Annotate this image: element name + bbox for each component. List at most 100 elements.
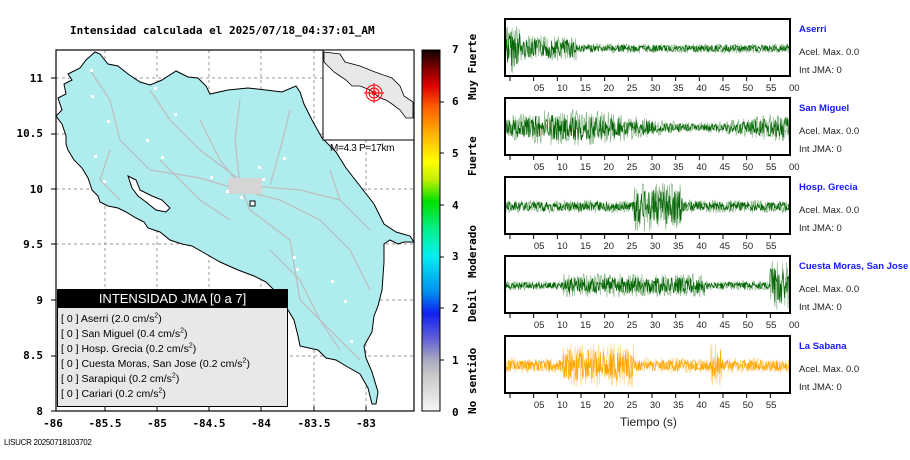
waveform-tick-label: 00 bbox=[789, 83, 800, 94]
waveform-tick-label: 30 bbox=[649, 162, 661, 173]
y-tick: 10 bbox=[29, 183, 43, 196]
waveform-tick-label: 00 bbox=[789, 320, 800, 331]
waveform-tick-label: 50 bbox=[742, 241, 754, 252]
legend-intensity: [ 0 ] bbox=[61, 328, 79, 340]
legend-accel-exponent: 2 bbox=[154, 312, 159, 320]
colorbar-tick: 3 bbox=[452, 250, 459, 263]
costa-rica-land bbox=[55, 51, 415, 405]
y-tick: 8 bbox=[36, 405, 43, 418]
legend-station-name: Aserri bbox=[80, 313, 109, 325]
x-tick: -84 bbox=[251, 417, 271, 430]
colorbar-tick-marks bbox=[440, 101, 444, 361]
waveform-tick-label: 55 bbox=[765, 162, 777, 173]
station-jma-intensity: Int JMA: 0 bbox=[799, 302, 842, 313]
waveform-tick-label: 10 bbox=[557, 83, 568, 94]
waveform-tick-label: 50 bbox=[742, 400, 754, 411]
legend-title: INTENSIDAD JMA [0 a 7] bbox=[58, 290, 287, 308]
waveform-tick-label: 15 bbox=[580, 241, 591, 252]
legend-accel-exponent: 2 bbox=[171, 372, 176, 380]
waveform-tick-label: 55 bbox=[765, 320, 777, 331]
waveform-frame bbox=[504, 176, 791, 235]
waveform-tick-label: 45 bbox=[719, 320, 731, 331]
legend-item: [ 0 ] Sarapiqui (0.2 cm/s2) bbox=[58, 372, 287, 387]
waveform-plot bbox=[504, 335, 791, 398]
waveform-tick-label: 50 bbox=[742, 320, 754, 331]
waveform-tick-label: 40 bbox=[696, 83, 707, 94]
colorbar-tick: 0 bbox=[452, 406, 459, 419]
station-max-accel: Acel. Max. 0.0 bbox=[799, 126, 860, 137]
station-name: Aserri bbox=[799, 24, 827, 35]
waveform-tick-label: 25 bbox=[626, 162, 638, 173]
x-tick: -83.5 bbox=[297, 417, 331, 430]
legend-item: [ 0 ] Cuesta Moras, San Jose (0.2 cm/s2) bbox=[58, 357, 287, 372]
waveform-tick-label: 50 bbox=[742, 162, 754, 173]
legend-accel: (0.2 cm/s bbox=[199, 358, 243, 370]
footer-id: LISUCR 20250718103702 bbox=[4, 438, 92, 447]
x-tick: -86 bbox=[43, 417, 63, 430]
waveform-tick-label: 25 bbox=[626, 241, 638, 252]
legend-intensity: [ 0 ] bbox=[61, 313, 79, 325]
waveform-xlabel: Tiempo (s) bbox=[620, 415, 677, 429]
legend-station-name: San Miguel bbox=[81, 328, 134, 340]
epicenter-marker bbox=[249, 200, 256, 207]
waveform-tick-label: 05 bbox=[533, 162, 545, 173]
legend-item: [ 0 ] Aserri (2.0 cm/s2) bbox=[58, 312, 287, 327]
waveform-tick-label: 55 bbox=[765, 400, 777, 411]
waveform-tick-label: 20 bbox=[603, 400, 615, 411]
waveform-trace bbox=[505, 267, 790, 303]
inset-magnitude-label: M=4.3 P=17km bbox=[330, 143, 395, 154]
legend-station-name: Cuesta Moras, San Jose bbox=[81, 358, 197, 370]
y-tick: 11 bbox=[29, 72, 43, 85]
station-dots bbox=[90, 69, 353, 343]
legend-accel-exponent: 2 bbox=[158, 387, 163, 395]
station-max-accel: Acel. Max. 0.0 bbox=[799, 205, 860, 216]
waveform-frame bbox=[504, 97, 791, 156]
y-tick: 9.5 bbox=[23, 238, 43, 251]
waveform-trace bbox=[505, 31, 790, 67]
station-jma-intensity: Int JMA: 0 bbox=[799, 65, 842, 76]
waveform-tick-label: 05 bbox=[533, 400, 545, 411]
waveform-tick-label: 10 bbox=[557, 320, 568, 331]
waveform-tick-label: 50 bbox=[742, 83, 754, 94]
y-tick: 8.5 bbox=[23, 349, 43, 362]
waveform-tick-label: 35 bbox=[673, 83, 684, 94]
waveform-tick-label: 35 bbox=[673, 241, 684, 252]
y-tick: 10.5 bbox=[16, 127, 44, 140]
waveform-tick-label: 35 bbox=[673, 162, 684, 173]
central-valley-cluster bbox=[228, 178, 262, 194]
colorbar-tick: 2 bbox=[452, 302, 459, 315]
waveform-tick-label: 55 bbox=[765, 83, 777, 94]
station-max-accel: Acel. Max. 0.0 bbox=[799, 364, 860, 375]
legend-item: [ 0 ] Hosp. Grecia (0.2 cm/s2) bbox=[58, 342, 287, 357]
station-jma-intensity: Int JMA: 0 bbox=[799, 223, 842, 234]
colorbar-label-moderado: Moderado bbox=[466, 225, 479, 278]
waveform-tick-label: 30 bbox=[649, 83, 661, 94]
waveform-tick-label: 15 bbox=[580, 320, 591, 331]
legend-intensity: [ 0 ] bbox=[61, 343, 79, 355]
waveform-trace bbox=[505, 114, 790, 141]
colorbar-label-no-sentido: No sentido bbox=[466, 347, 479, 414]
colorbar-label-debil: Debil bbox=[466, 288, 479, 322]
colorbar-label-muy-fuerte: Muy Fuerte bbox=[466, 33, 479, 100]
station-max-accel: Acel. Max. 0.0 bbox=[799, 47, 860, 58]
legend-accel-exponent: 2 bbox=[242, 357, 247, 365]
station-name: La Sabana bbox=[799, 341, 847, 352]
colorbar-tick: 7 bbox=[452, 43, 459, 56]
waveform-tick-label: 05 bbox=[533, 241, 545, 252]
legend-station-name: Hosp. Grecia bbox=[81, 343, 143, 355]
legend-accel-close: ) bbox=[175, 373, 180, 385]
waveform-tick-label: 45 bbox=[719, 400, 731, 411]
waveform-trace bbox=[505, 190, 790, 224]
colorbar bbox=[421, 49, 441, 412]
legend-accel: (2.0 cm/s bbox=[111, 313, 155, 325]
waveform-tick-label: 00 bbox=[789, 162, 800, 173]
waveform-tick-label: 05 bbox=[533, 320, 545, 331]
legend-accel: (0.2 cm/s bbox=[115, 388, 159, 400]
legend-accel: (0.2 cm/s bbox=[145, 343, 189, 355]
legend-intensity: [ 0 ] bbox=[61, 373, 79, 385]
legend-accel-close: ) bbox=[162, 388, 166, 400]
waveform-tick-label: 40 bbox=[696, 162, 707, 173]
waveform-tick-label: 40 bbox=[696, 241, 707, 252]
y-tick: 9 bbox=[36, 294, 43, 307]
legend-item: [ 0 ] San Miguel (0.4 cm/s2) bbox=[58, 327, 287, 342]
